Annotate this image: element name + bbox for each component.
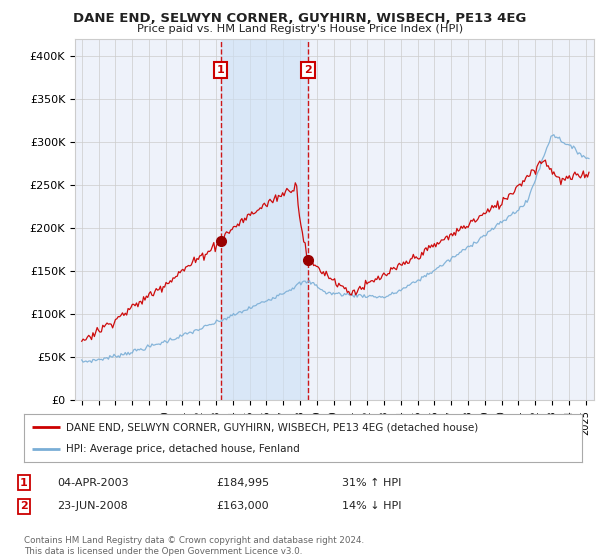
Text: DANE END, SELWYN CORNER, GUYHIRN, WISBECH, PE13 4EG: DANE END, SELWYN CORNER, GUYHIRN, WISBEC… [73, 12, 527, 25]
Text: Contains HM Land Registry data © Crown copyright and database right 2024.
This d: Contains HM Land Registry data © Crown c… [24, 536, 364, 556]
Text: 14% ↓ HPI: 14% ↓ HPI [342, 501, 401, 511]
Text: 04-APR-2003: 04-APR-2003 [57, 478, 128, 488]
Text: Price paid vs. HM Land Registry's House Price Index (HPI): Price paid vs. HM Land Registry's House … [137, 24, 463, 34]
Text: HPI: Average price, detached house, Fenland: HPI: Average price, detached house, Fenl… [66, 444, 299, 454]
Bar [221, 39, 308, 400]
Text: 31% ↑ HPI: 31% ↑ HPI [342, 478, 401, 488]
Text: £184,995: £184,995 [216, 478, 269, 488]
Text: 1: 1 [20, 478, 28, 488]
Text: 23-JUN-2008: 23-JUN-2008 [57, 501, 128, 511]
Text: 1: 1 [217, 65, 224, 75]
Text: DANE END, SELWYN CORNER, GUYHIRN, WISBECH, PE13 4EG (detached house): DANE END, SELWYN CORNER, GUYHIRN, WISBEC… [66, 422, 478, 432]
Text: 2: 2 [20, 501, 28, 511]
Text: 2: 2 [304, 65, 312, 75]
Text: £163,000: £163,000 [216, 501, 269, 511]
